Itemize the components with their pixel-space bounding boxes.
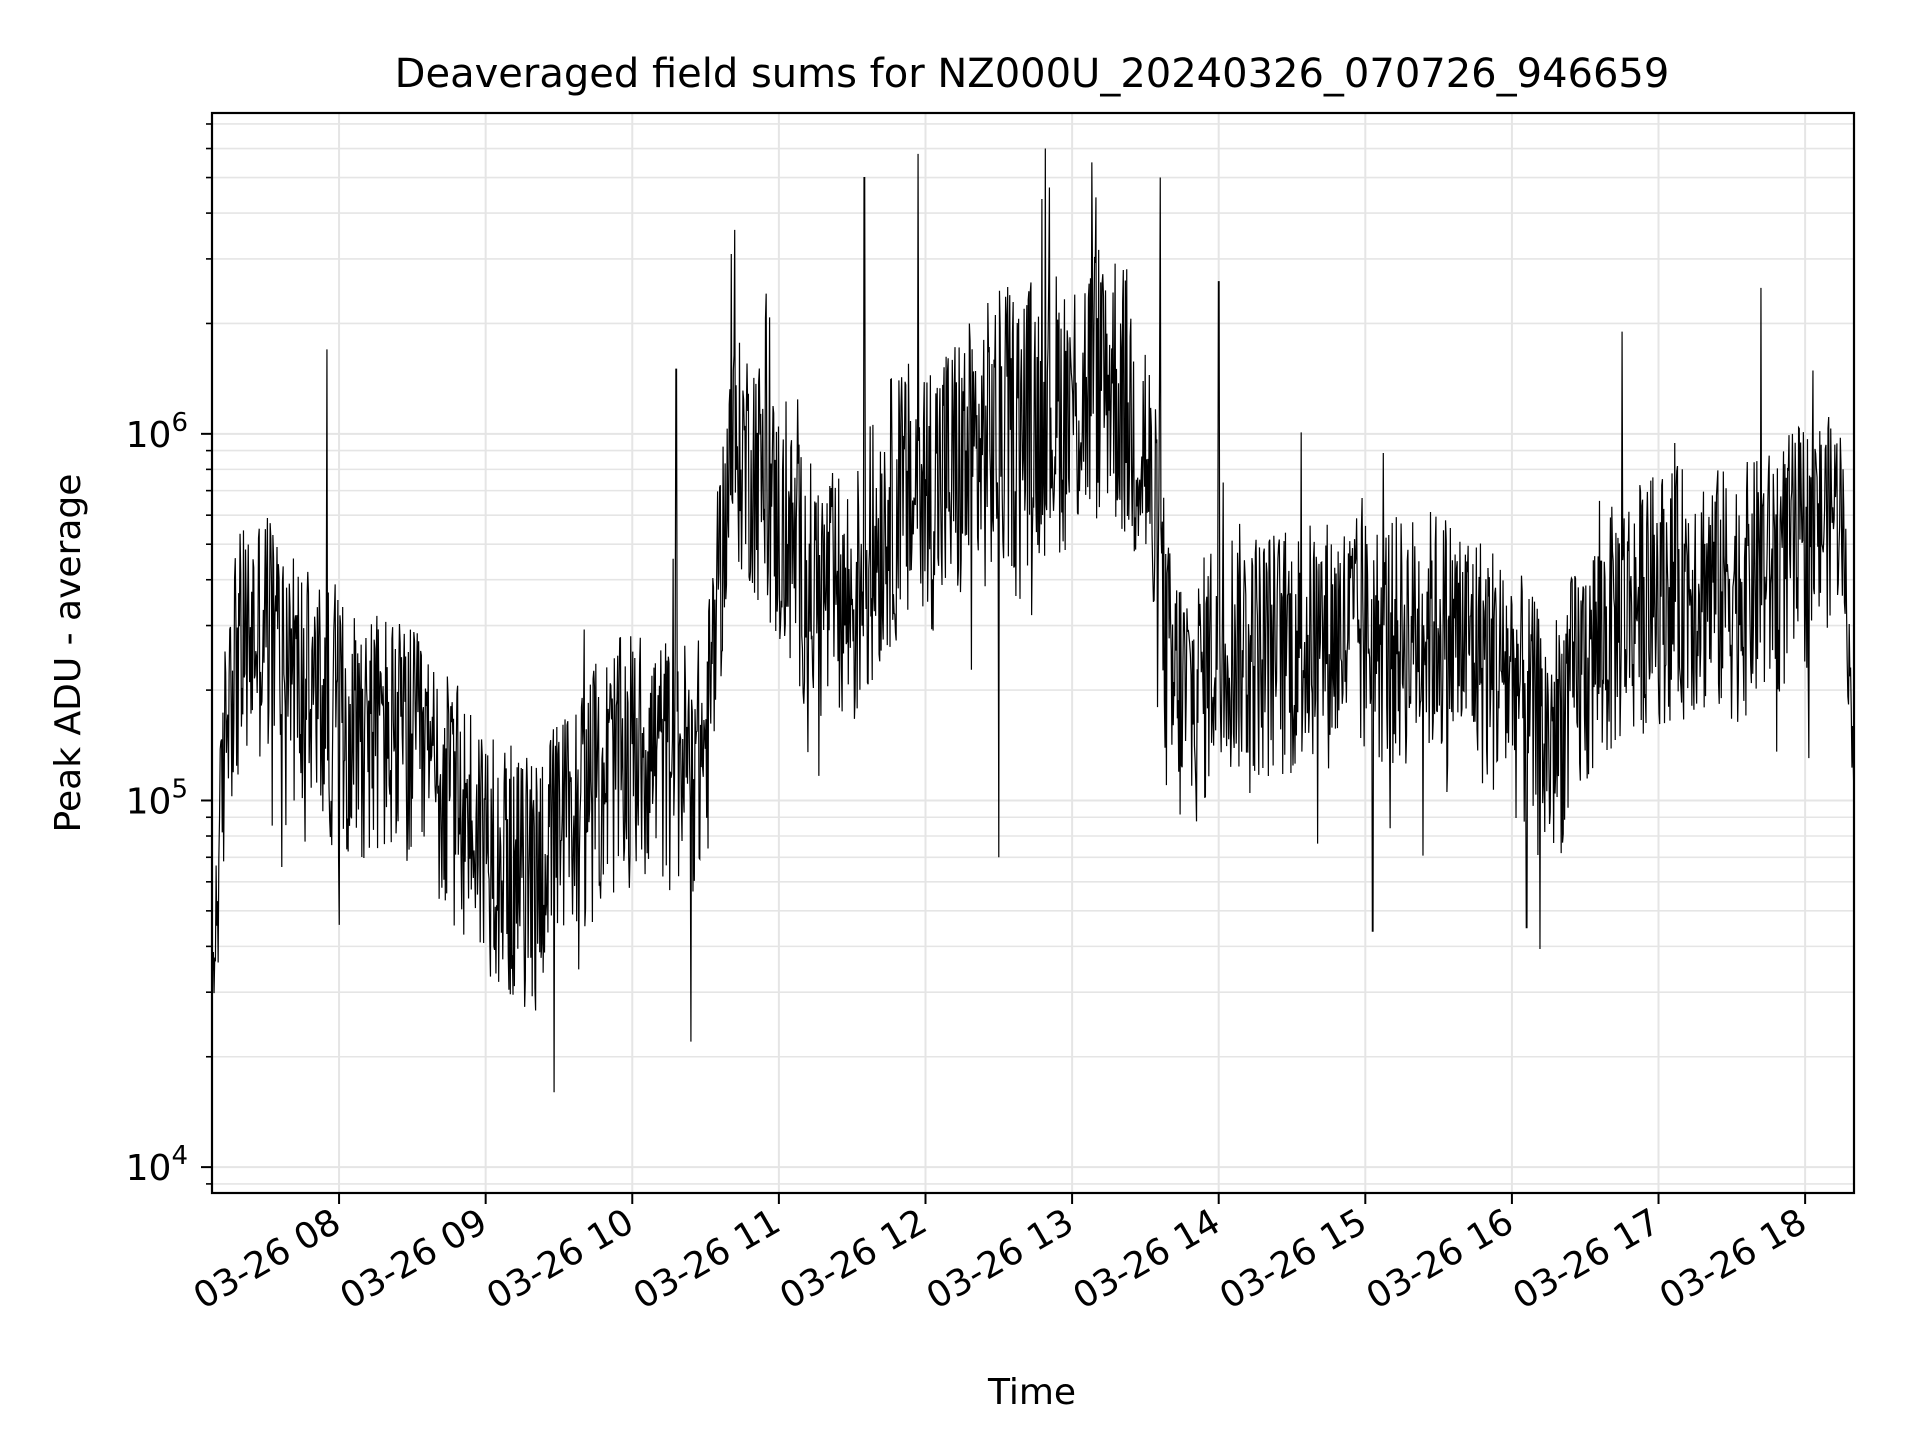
y-tick-label: 105 [126,774,188,822]
y-tick-label: 106 [126,408,188,456]
chart-title: Deaveraged field sums for NZ000U_2024032… [395,51,1670,97]
x-axis-label: Time [987,1372,1076,1413]
y-axis-label: Peak ADU - average [48,474,89,833]
plot-frame [210,111,1856,1195]
series-line-group [211,148,1855,1093]
y-axis-ticks: 104 105 106 [126,123,212,1189]
series-line [211,148,1855,1093]
y-tick-label: 104 [126,1141,188,1189]
